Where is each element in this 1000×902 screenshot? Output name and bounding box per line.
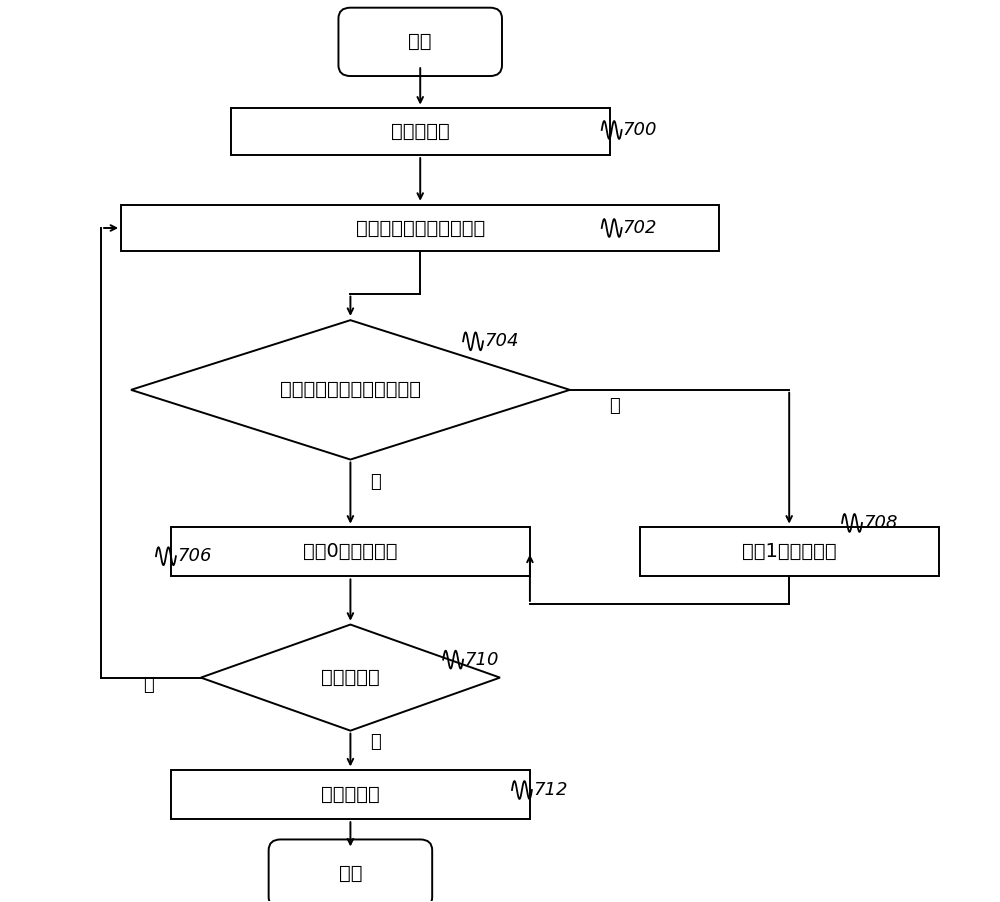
Text: 用位1替换该字节: 用位1替换该字节 — [742, 542, 837, 561]
Text: 是: 是 — [144, 676, 154, 694]
Polygon shape — [201, 624, 500, 731]
Text: 开始: 开始 — [408, 32, 432, 51]
Polygon shape — [131, 320, 570, 459]
Bar — [640, 527, 939, 576]
Bar — [231, 108, 610, 155]
FancyBboxPatch shape — [338, 8, 502, 76]
Text: 否: 否 — [370, 733, 381, 751]
Text: 704: 704 — [484, 332, 519, 350]
Text: 702: 702 — [623, 219, 657, 237]
Text: 706: 706 — [177, 548, 211, 566]
Bar — [171, 769, 530, 819]
Text: 结束: 结束 — [339, 864, 362, 883]
Text: 708: 708 — [863, 514, 897, 532]
Text: 700: 700 — [623, 121, 657, 139]
FancyBboxPatch shape — [269, 840, 432, 902]
Text: 710: 710 — [464, 650, 499, 668]
Text: 712: 712 — [533, 781, 567, 799]
Text: 接收数据块: 接收数据块 — [391, 123, 450, 142]
Text: 该字节是潜在的证书符号？: 该字节是潜在的证书符号？ — [280, 381, 421, 400]
Bar — [121, 205, 719, 252]
Text: 否: 否 — [370, 474, 381, 492]
Text: 用位0替换该字节: 用位0替换该字节 — [303, 542, 398, 561]
Text: 是: 是 — [609, 397, 620, 415]
Text: 提供位序列: 提供位序列 — [321, 785, 380, 804]
Text: 更多字节？: 更多字节？ — [321, 668, 380, 687]
Text: 选择数据块中的下一字节: 选择数据块中的下一字节 — [356, 218, 485, 237]
Bar — [171, 527, 530, 576]
